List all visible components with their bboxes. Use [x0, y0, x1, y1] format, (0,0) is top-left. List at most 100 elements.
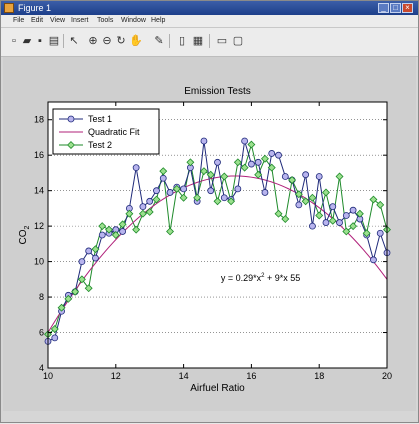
test2-point — [84, 284, 93, 293]
open-file-icon[interactable]: ▰ — [22, 35, 32, 47]
y-tick-label: 12 — [34, 221, 44, 231]
test2-point — [159, 167, 168, 176]
test1-point — [261, 189, 269, 196]
test1-point — [92, 254, 99, 262]
legend-icon[interactable]: ▦ — [192, 35, 204, 47]
y-tick-label: 14 — [34, 186, 44, 196]
axis-ticks: 10 12 14 16 18 20 4 6 8 10 12 14 16 18 — [34, 102, 392, 381]
minimize-icon[interactable]: _ — [378, 3, 389, 13]
colorbar-icon[interactable]: ▯ — [178, 35, 186, 47]
test2-point — [227, 197, 236, 206]
test1-point — [247, 160, 255, 168]
hide-plot-tools-icon[interactable]: ▭ — [216, 35, 228, 47]
test1-point — [153, 187, 160, 195]
test2-point — [64, 294, 73, 303]
test2-point — [322, 188, 330, 197]
test2-point — [213, 197, 222, 206]
test2-point — [152, 195, 161, 204]
figure-toolbar: ▫ ▰ ▪ ▤ ↖ ⊕ ⊖ ↻ ✋ ✎ ▯ ▦ ▭ ▢ — [1, 28, 418, 57]
test2-point — [132, 225, 141, 234]
test1-point — [275, 151, 282, 159]
x-tick-label: 12 — [111, 371, 121, 381]
test2-point — [267, 163, 276, 172]
test2-point — [199, 167, 208, 176]
data-cursor-icon[interactable]: ✎ — [154, 35, 164, 47]
test2-point — [111, 231, 120, 239]
test1-point — [329, 203, 337, 211]
test1-point — [166, 189, 174, 196]
test2-point — [57, 303, 66, 312]
pan-icon[interactable]: ✋ — [129, 35, 143, 47]
legend-quadratic-fit-label: Quadratic Fit — [88, 127, 140, 137]
x-tick-label: 14 — [179, 371, 189, 381]
menu-tools[interactable]: Tools — [97, 17, 114, 24]
test2-point — [342, 227, 351, 236]
test2-point — [145, 207, 154, 216]
equation-pre: y = 0.29*x — [221, 273, 262, 283]
test1-point — [376, 229, 384, 237]
axes-frame — [47, 101, 388, 369]
test2-point — [281, 215, 290, 224]
test2-point — [240, 163, 249, 172]
save-icon[interactable]: ▪ — [38, 35, 42, 47]
test1-point — [370, 256, 377, 264]
test1-point — [85, 247, 93, 255]
y-tick-label: 8 — [39, 292, 44, 302]
menu-window[interactable]: Window — [121, 17, 146, 24]
test1-point — [51, 334, 59, 342]
menu-view[interactable]: View — [50, 17, 66, 24]
test1-point — [214, 158, 221, 166]
x-tick-label: 10 — [43, 371, 53, 381]
test2-point — [247, 140, 256, 149]
test1-point — [139, 203, 147, 211]
matlab-figure-icon — [4, 3, 14, 13]
y-label-subscript: 2 — [24, 225, 31, 229]
maximize-icon[interactable]: □ — [390, 3, 401, 13]
test2-point — [349, 222, 358, 231]
toolbar-separator — [63, 34, 64, 48]
test2-point — [335, 172, 344, 181]
test2-point — [233, 158, 242, 167]
show-plot-tools-icon[interactable]: ▢ — [232, 35, 244, 47]
rotate-3d-icon[interactable]: ↻ — [116, 35, 126, 47]
test1-point — [309, 222, 316, 230]
test2-point — [294, 190, 303, 199]
test1-point — [241, 137, 249, 145]
y-tick-label: 10 — [34, 257, 44, 267]
test1-point — [200, 137, 208, 145]
zoom-in-icon[interactable]: ⊕ — [88, 35, 98, 47]
print-icon[interactable]: ▤ — [48, 35, 60, 47]
menu-help[interactable]: Help — [151, 17, 166, 24]
test2-point — [315, 211, 324, 220]
test2-point — [328, 216, 337, 225]
test1-point — [207, 187, 215, 195]
test2-point — [172, 184, 181, 193]
menu-file[interactable]: File — [13, 17, 25, 24]
test2-point — [355, 209, 364, 218]
test2-point — [98, 222, 107, 231]
test1-point — [336, 219, 343, 226]
test1-point — [254, 158, 262, 166]
test2-point — [186, 158, 195, 167]
legend-test2-label: Test 2 — [88, 140, 112, 150]
window-title: Figure 1 — [18, 3, 52, 13]
test2-point — [254, 170, 263, 179]
test1-point — [132, 164, 140, 172]
test2-point — [125, 209, 134, 218]
menu-insert[interactable]: Insert — [71, 17, 89, 24]
menu-edit[interactable]: Edit — [31, 17, 44, 24]
chart-title: Emission Tests — [184, 86, 251, 97]
edit-plot-icon[interactable]: ↖ — [69, 35, 79, 47]
toolbar-separator — [209, 34, 210, 48]
title-bar[interactable]: Figure 1 _ □ × — [1, 1, 418, 15]
test2-point — [71, 287, 80, 296]
close-icon[interactable]: × — [402, 3, 413, 13]
legend[interactable]: Test 1 Quadratic Fit Test 2 — [52, 108, 160, 155]
new-figure-icon[interactable]: ▫ — [12, 35, 16, 47]
test1-point — [220, 194, 228, 202]
data-series — [44, 137, 391, 345]
test2-point — [369, 195, 378, 204]
test1-point — [315, 173, 323, 180]
test2-point — [206, 170, 215, 179]
zoom-out-icon[interactable]: ⊖ — [102, 35, 112, 47]
